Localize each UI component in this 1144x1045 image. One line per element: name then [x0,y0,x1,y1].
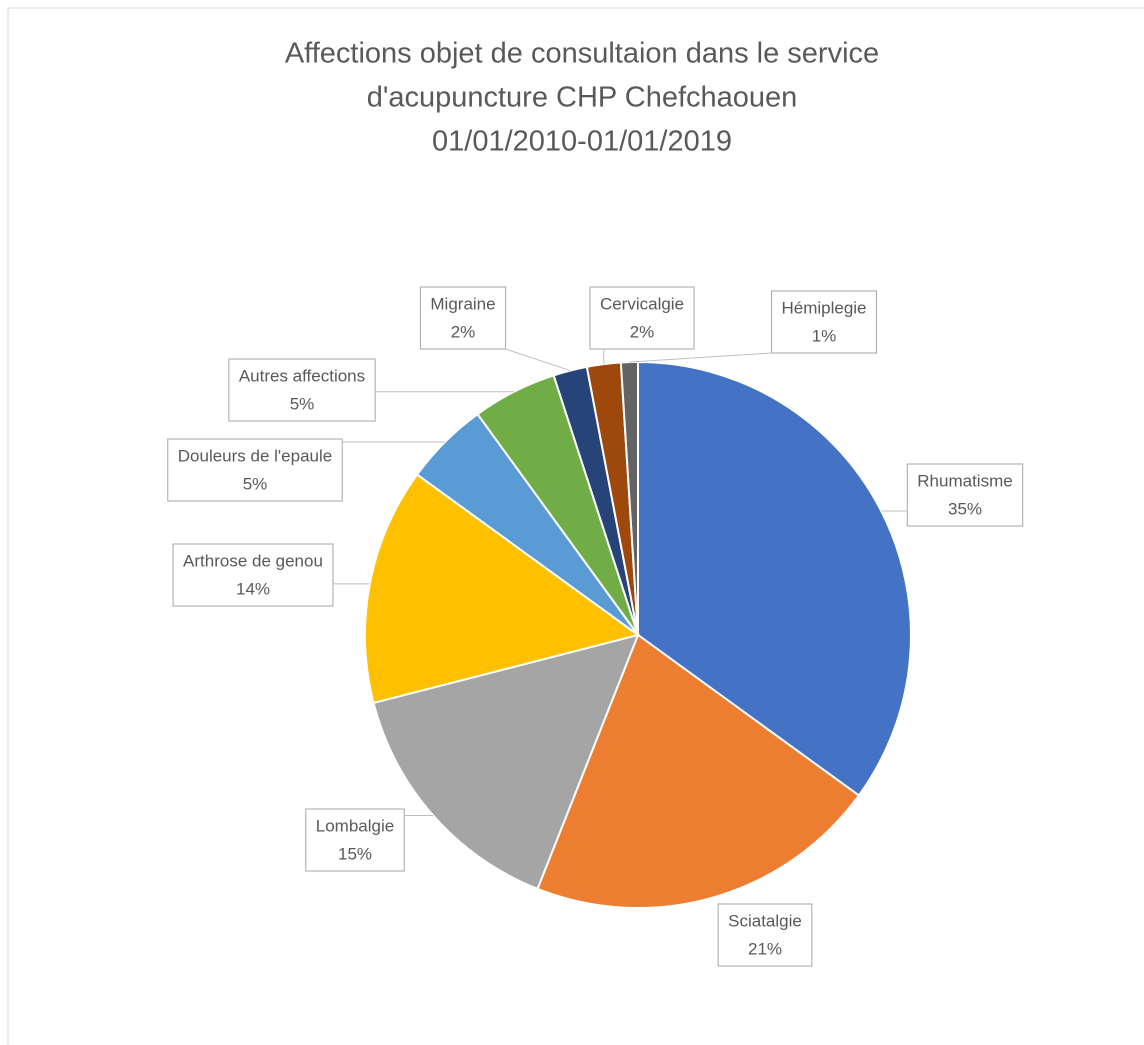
label-name: Migraine [430,294,495,313]
label-value: 2% [451,322,476,341]
label-box [906,463,1024,527]
leader-line [505,348,571,372]
label-value: 15% [338,844,372,863]
label-name: Cervicalgie [600,294,684,313]
label-box [305,808,405,872]
label-name: Lombalgie [316,816,394,835]
label-value: 2% [630,322,655,341]
label-value: 21% [748,939,782,958]
label-box [172,543,334,607]
data-label: Arthrose de genou 14% [172,543,334,607]
data-label: Sciatalgie 21% [717,903,813,967]
data-label: Cervicalgie 2% [589,286,695,350]
pie-slice [364,473,641,705]
label-name: Hémiplegie [781,298,866,317]
label-box [770,290,878,354]
label-name: Sciatalgie [728,911,802,930]
data-label: Migraine 2% [419,286,507,350]
label-box [228,358,376,422]
pie-slice [372,633,640,891]
chart-title: Affections objet de consultaion dans le … [285,38,879,70]
leader-line [629,352,772,363]
label-name: Arthrose de genou [183,551,323,570]
label-name: Rhumatisme [917,471,1012,490]
pie-slice [536,633,861,909]
label-value: 1% [812,326,837,345]
data-label: Douleurs de l'epaule 5% [167,438,343,502]
label-value: 5% [243,474,268,493]
data-label: Autres affections 5% [228,358,376,422]
label-value: 35% [948,499,982,518]
label-box [419,286,507,350]
data-label: Hémiplegie 1% [770,290,878,354]
chart-title: d'acupuncture CHP Chefchaouen [367,82,798,114]
label-box [167,438,343,502]
label-box [589,286,695,350]
data-label: Lombalgie 15% [305,808,405,872]
chart-title: 01/01/2010-01/01/2019 [432,126,732,158]
label-value: 5% [290,394,315,413]
data-label: Rhumatisme 35% [906,463,1024,527]
label-value: 14% [236,579,270,598]
label-box [717,903,813,967]
label-name: Autres affections [239,366,365,385]
label-name: Douleurs de l'epaule [178,446,332,465]
